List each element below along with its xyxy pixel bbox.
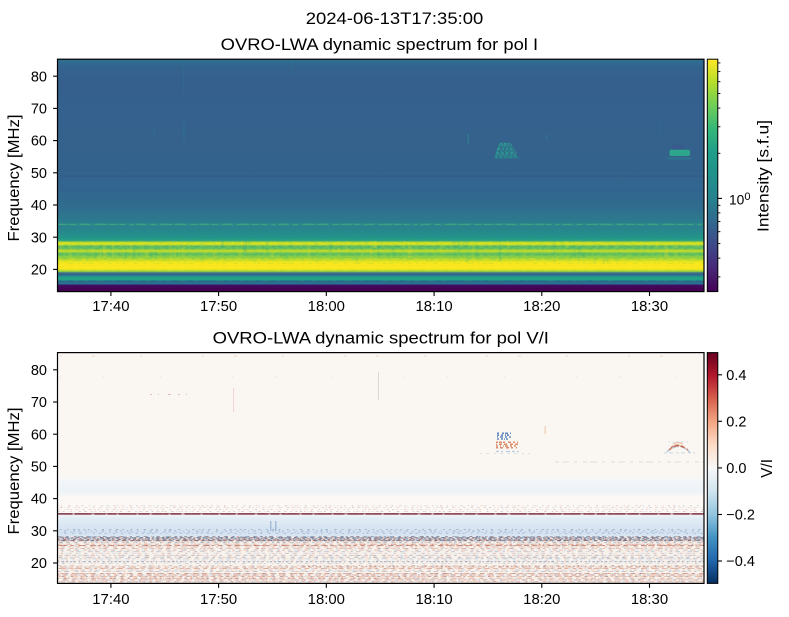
svg-text:18:10: 18:10 xyxy=(416,592,453,608)
svg-text:70: 70 xyxy=(31,395,47,411)
svg-text:0.0: 0.0 xyxy=(726,461,746,477)
svg-text:18:10: 18:10 xyxy=(416,299,453,315)
svg-text:40: 40 xyxy=(31,198,47,214)
svg-text:60: 60 xyxy=(31,134,47,150)
svg-text:40: 40 xyxy=(31,492,47,508)
svg-text:70: 70 xyxy=(31,102,47,118)
svg-text:80: 80 xyxy=(31,363,47,379)
svg-text:18:20: 18:20 xyxy=(523,592,560,608)
svg-text:30: 30 xyxy=(31,524,47,540)
svg-text:OVRO-LWA dynamic spectrum for: OVRO-LWA dynamic spectrum for pol V/I xyxy=(213,329,549,348)
svg-text:Frequency [MHz]: Frequency [MHz] xyxy=(6,408,23,535)
svg-text:2024-06-13T17:35:00: 2024-06-13T17:35:00 xyxy=(306,9,484,28)
svg-text:Intensity [s.f.u]: Intensity [s.f.u] xyxy=(756,120,773,232)
svg-text:18:00: 18:00 xyxy=(308,592,345,608)
svg-text:18:30: 18:30 xyxy=(631,592,668,608)
svg-text:18:00: 18:00 xyxy=(308,299,345,315)
svg-text:17:40: 17:40 xyxy=(92,299,129,315)
svg-text:V/I: V/I xyxy=(759,459,776,478)
svg-text:−0.4: −0.4 xyxy=(726,554,755,570)
svg-text:20: 20 xyxy=(31,263,47,279)
svg-text:17:40: 17:40 xyxy=(92,592,129,608)
svg-text:18:20: 18:20 xyxy=(523,299,560,315)
svg-text:50: 50 xyxy=(31,460,47,476)
svg-text:80: 80 xyxy=(31,69,47,85)
svg-text:18:30: 18:30 xyxy=(631,299,668,315)
svg-text:OVRO-LWA dynamic spectrum for: OVRO-LWA dynamic spectrum for pol I xyxy=(221,35,538,54)
svg-text:17:50: 17:50 xyxy=(200,299,237,315)
svg-text:60: 60 xyxy=(31,427,47,443)
svg-text:0.4: 0.4 xyxy=(726,368,746,384)
svg-text:50: 50 xyxy=(31,166,47,182)
svg-text:−0.2: −0.2 xyxy=(726,508,755,524)
svg-text:17:50: 17:50 xyxy=(200,592,237,608)
svg-text:0.2: 0.2 xyxy=(726,414,746,430)
svg-text:30: 30 xyxy=(31,230,47,246)
svg-text:20: 20 xyxy=(31,556,47,572)
svg-text:Frequency [MHz]: Frequency [MHz] xyxy=(6,115,23,242)
